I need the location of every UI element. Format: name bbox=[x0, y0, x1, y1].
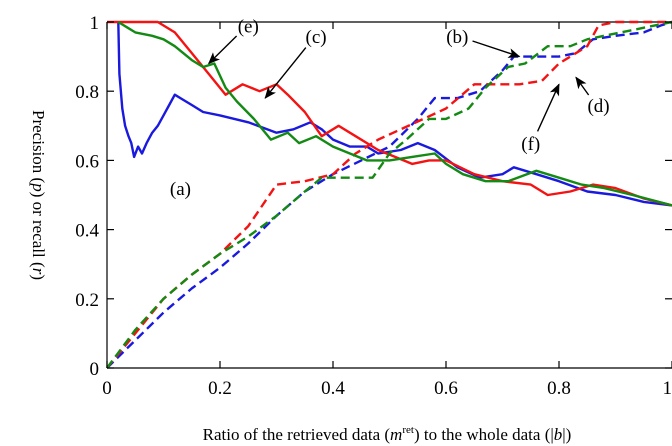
x-axis-title: Ratio of the retrieved data (mret) to th… bbox=[203, 424, 572, 444]
series-line-e bbox=[117, 20, 672, 207]
y-tick-label: 0.2 bbox=[75, 290, 99, 311]
series-line-b bbox=[106, 20, 672, 369]
annotation-e: (e) bbox=[238, 16, 259, 37]
annotation-b: (b) bbox=[446, 27, 468, 48]
annotation-arrow bbox=[207, 35, 238, 65]
x-tick-label: 1 bbox=[663, 378, 672, 399]
x-tick-label: 0.8 bbox=[547, 378, 571, 399]
series-line-d bbox=[106, 20, 672, 369]
annotation-arrow bbox=[536, 83, 560, 132]
series-line-a bbox=[117, 21, 672, 207]
series-line-f bbox=[106, 20, 672, 369]
x-tick-label: 0.4 bbox=[321, 378, 345, 399]
y-tick-label: 1 bbox=[90, 13, 100, 34]
x-tick-label: 0.2 bbox=[208, 378, 232, 399]
x-tick-label: 0.6 bbox=[434, 378, 458, 399]
annotation-layer: (a) (e) (c) (b) (f) (d) bbox=[170, 16, 610, 200]
x-tick-label: 0 bbox=[102, 378, 112, 399]
tick-layer: 0 0.2 0.4 0.6 0.8 1 0 0.2 0.4 0.6 0.8 1 bbox=[75, 13, 672, 399]
y-tick-label: 0.6 bbox=[75, 151, 99, 172]
annotation-c: (c) bbox=[306, 27, 327, 48]
annotation-f: (f) bbox=[521, 134, 540, 155]
annotation-a: (a) bbox=[170, 179, 191, 200]
series-line-c bbox=[107, 20, 672, 207]
y-tick-label: 0 bbox=[90, 359, 100, 380]
annotation-arrow bbox=[575, 76, 590, 96]
y-axis-title: Precision (p) or recall (r) bbox=[29, 110, 48, 280]
plot-frame bbox=[106, 21, 672, 369]
annotation-d: (d) bbox=[587, 96, 609, 117]
y-tick-label: 0.8 bbox=[75, 82, 99, 103]
series-layer bbox=[106, 20, 672, 369]
y-tick-label: 0.4 bbox=[75, 221, 99, 242]
annotation-arrow bbox=[472, 40, 521, 58]
annotation-arrow bbox=[264, 47, 307, 99]
